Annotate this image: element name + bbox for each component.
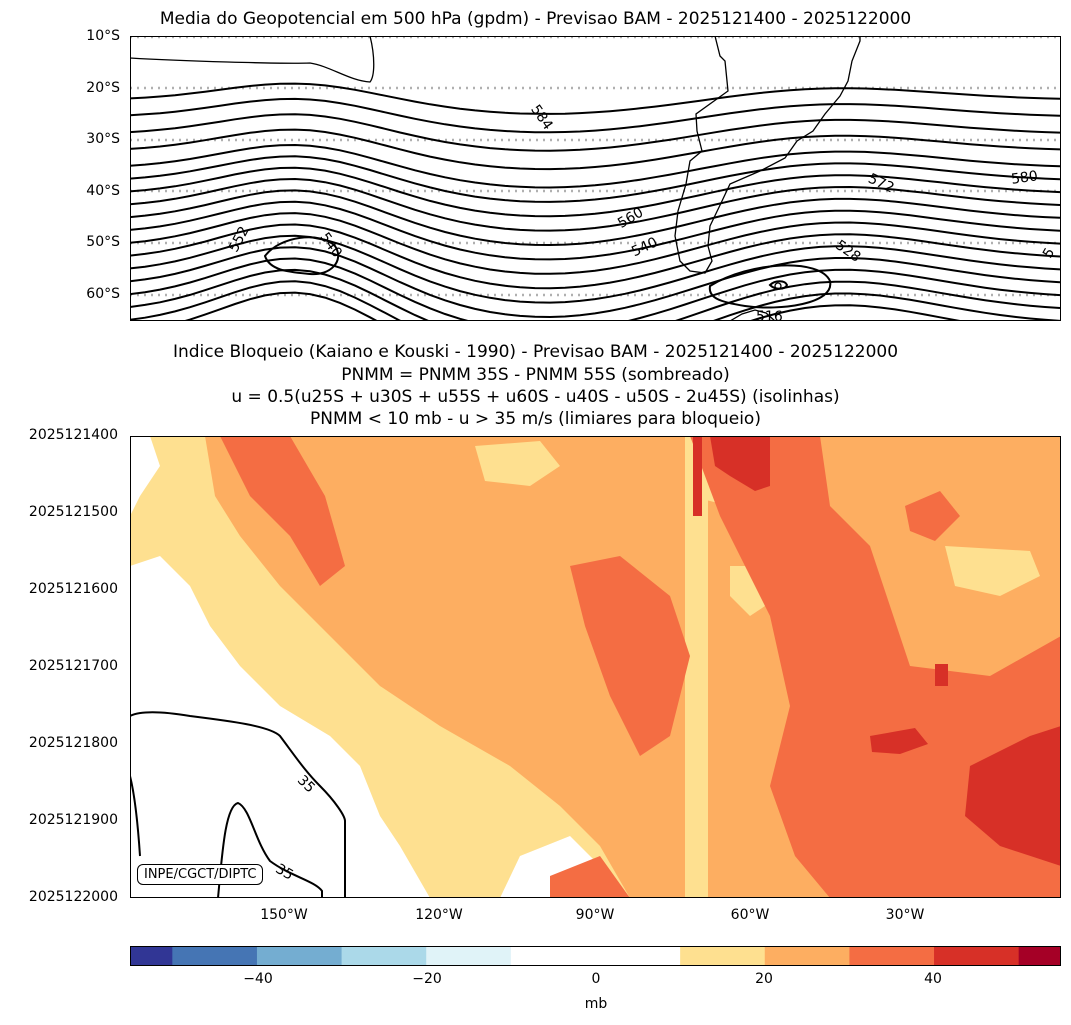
shade-red-north: [710, 436, 770, 491]
lat-label-60s: 60°S: [86, 286, 120, 302]
colorbar: [130, 946, 1061, 966]
geopotential-contour: [130, 177, 1061, 232]
cb-tick-m20: −20: [412, 971, 442, 987]
lat-label-20s: 20°S: [86, 80, 120, 96]
geopotential-contour: [130, 97, 1061, 134]
contour-label-516: 516: [756, 309, 783, 321]
lon-label-150w: 150°W: [260, 907, 308, 923]
geopotential-contour: [181, 291, 966, 321]
time-label-6: 2025121900: [28, 812, 118, 828]
geopotential-contour: [130, 166, 1061, 218]
geopotential-contour: [130, 280, 1061, 321]
hov-title-line-4: PNMM < 10 mb - u > 35 m/s (limiares para…: [310, 409, 761, 429]
shade-light-pocket-3: [945, 546, 1040, 596]
shade-white-west: [130, 436, 160, 516]
geopotential-contour: [130, 143, 1061, 189]
colorbar-cell: [256, 946, 343, 966]
colorbar-cell: [172, 946, 258, 966]
lon-label-90w: 90°W: [575, 907, 615, 923]
lat-label-50s: 50°S: [86, 234, 120, 250]
shade-white-southwest: [130, 556, 430, 898]
geopotential-contour: [130, 155, 1061, 203]
shade-darkorange-west: [220, 436, 345, 586]
coastline-pacific-island: [130, 36, 375, 83]
cb-tick-20: 20: [755, 971, 773, 987]
contour-label-580: 580: [1010, 168, 1039, 188]
geopotential-contour: [130, 82, 1061, 115]
geopotential-contour: [130, 200, 1061, 261]
colorbar-cell: [764, 946, 850, 966]
u-contour-35-inner: [217, 801, 323, 898]
time-label-1: 2025121400: [28, 427, 118, 443]
shade-red-blob: [870, 728, 928, 754]
shade-orange-west: [205, 436, 900, 898]
cb-tick-0: 0: [591, 971, 601, 987]
shade-red-east: [965, 726, 1061, 866]
time-label-4: 2025121700: [28, 658, 118, 674]
geopotential-contour: [130, 223, 1061, 290]
hov-title-line-2: PNMM = PNMM 35S - PNMM 55S (sombreado): [341, 365, 730, 385]
shade-darkorange-east: [690, 436, 1061, 898]
geopotential-contour: [130, 128, 1061, 171]
colorbar-cell: [510, 946, 596, 966]
geopotential-closed-contour: [708, 264, 832, 309]
shade-darkorange-island-ne: [905, 491, 960, 541]
geopotential-closed-contour: [263, 236, 340, 276]
map-title: Media do Geopotencial em 500 hPa (gpdm) …: [159, 9, 912, 29]
time-label-3: 2025121600: [28, 581, 118, 597]
cb-label: mb: [584, 996, 608, 1012]
geopotential-contour: [130, 246, 1061, 319]
shade-darkorange-mid: [570, 556, 690, 756]
geopotential-map: 584 572 580 552 540 560 540 528 5 516: [130, 36, 1061, 321]
time-label-2: 2025121500: [28, 504, 118, 520]
shade-orange-island: [420, 456, 480, 516]
hov-title-line-3: u = 0.5(u25S + u30S + u55S + u60S - u40S…: [231, 387, 840, 407]
shade-light-pocket-4: [685, 436, 708, 898]
shade-light-pocket-1: [475, 441, 560, 486]
shade-red-strip: [693, 436, 702, 516]
geopotential-closed-contour: [768, 280, 789, 290]
geopotential-contour: [130, 113, 1061, 152]
geopotential-contour: [130, 234, 1061, 304]
geopotential-contour: [130, 189, 1061, 247]
cb-tick-40: 40: [924, 971, 942, 987]
hov-title-line-1: Indice Bloqueio (Kaiano e Kouski - 1990)…: [172, 342, 899, 362]
colorbar-cell: [1018, 946, 1061, 966]
colorbar-cell: [680, 946, 766, 966]
geopotential-contour: [130, 257, 1061, 321]
colorbar-cell: [341, 946, 427, 966]
lat-label-10s: 10°S: [86, 28, 120, 44]
geopotential-contour: [130, 212, 1061, 275]
lon-label-30w: 30°W: [885, 907, 925, 923]
lat-label-40s: 40°S: [86, 183, 120, 199]
coastline-south-america: [674, 36, 861, 274]
u-label-35-lower: 35: [273, 861, 296, 884]
shade-darkorange-south: [550, 856, 630, 898]
blocking-index-hovmoller: 35 35: [130, 436, 1061, 898]
credit-box: INPE/CGCT/DIPTC: [137, 864, 264, 885]
u-contour-35-outer: [130, 711, 346, 898]
time-label-5: 2025121800: [28, 735, 118, 751]
lon-label-120w: 120°W: [415, 907, 463, 923]
colorbar-cell: [130, 946, 173, 966]
shade-red-spot: [935, 664, 948, 686]
colorbar-cell: [934, 946, 1020, 966]
cb-tick-m40: −40: [243, 971, 273, 987]
u-contour-35-left: [130, 775, 141, 857]
colorbar-cell: [595, 946, 681, 966]
colorbar-cell: [426, 946, 512, 966]
colorbar-cell: [849, 946, 935, 966]
lon-label-60w: 60°W: [730, 907, 770, 923]
lat-label-30s: 30°S: [86, 131, 120, 147]
time-label-7: 2025122000: [28, 889, 118, 905]
